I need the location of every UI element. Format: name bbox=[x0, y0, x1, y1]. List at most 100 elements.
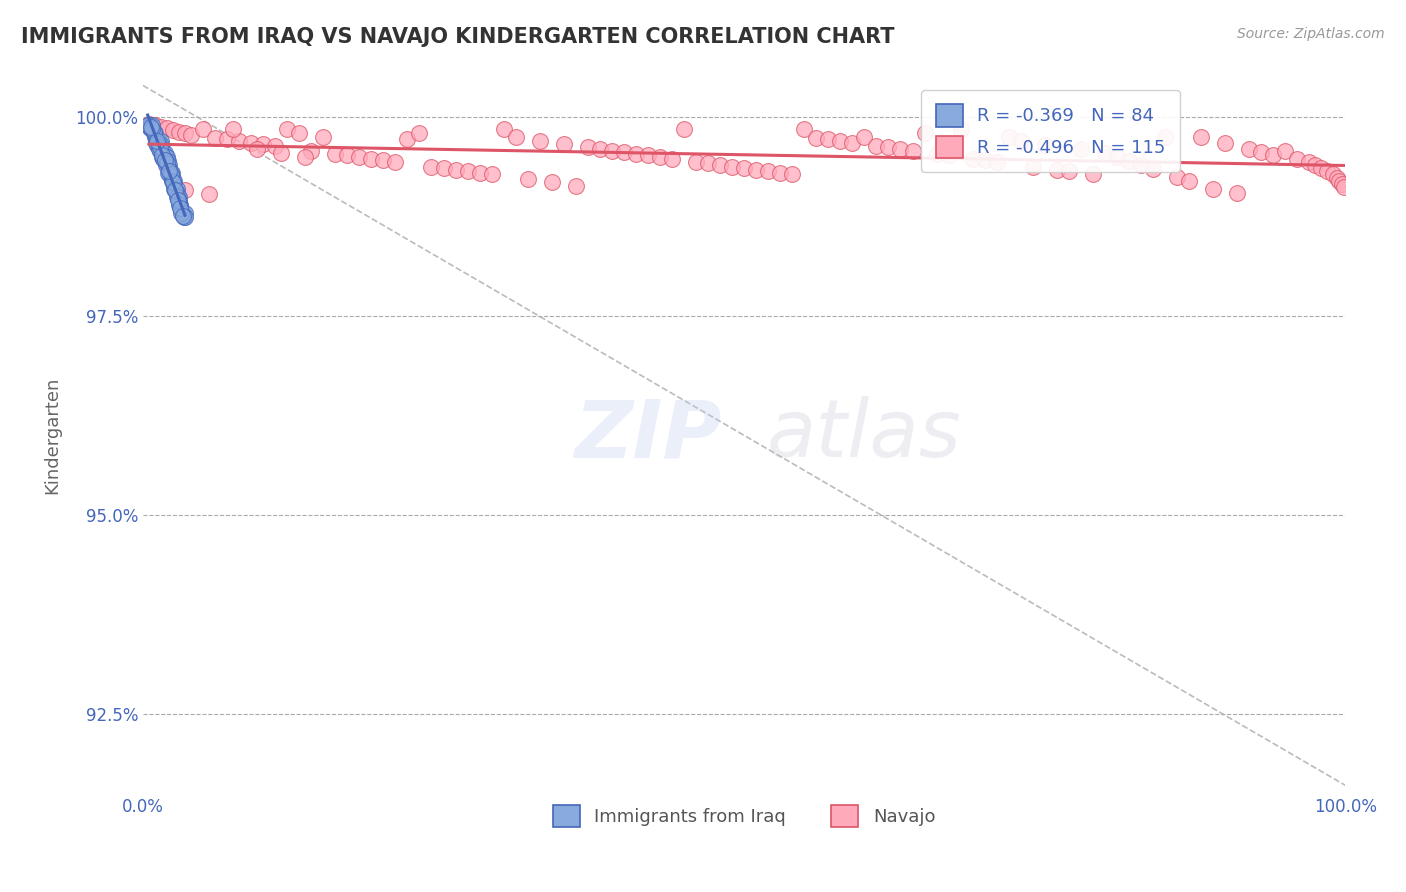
Point bbox=[157, 164, 180, 178]
Point bbox=[865, 139, 887, 153]
Point bbox=[143, 118, 166, 132]
Point bbox=[160, 169, 183, 184]
Point bbox=[817, 132, 839, 146]
Point bbox=[157, 166, 180, 180]
Point bbox=[420, 160, 443, 174]
Point bbox=[174, 183, 197, 197]
Point bbox=[1046, 162, 1069, 177]
Point bbox=[156, 153, 179, 168]
Point bbox=[166, 193, 188, 207]
Point bbox=[143, 130, 166, 145]
Point bbox=[756, 164, 779, 178]
Point bbox=[153, 153, 176, 168]
Point bbox=[1033, 138, 1056, 153]
Point bbox=[198, 186, 221, 201]
Point bbox=[444, 162, 467, 177]
Point bbox=[1274, 144, 1296, 158]
Point bbox=[1213, 136, 1236, 150]
Point bbox=[1010, 134, 1032, 148]
Point bbox=[163, 178, 186, 192]
Point bbox=[215, 132, 238, 146]
Point bbox=[173, 210, 195, 224]
Point bbox=[997, 130, 1019, 145]
Point bbox=[165, 183, 187, 197]
Point bbox=[1326, 170, 1348, 185]
Point bbox=[973, 153, 995, 168]
Point bbox=[159, 168, 181, 182]
Point bbox=[149, 138, 172, 153]
Point bbox=[1330, 177, 1353, 191]
Point bbox=[529, 134, 551, 148]
Point bbox=[492, 122, 515, 136]
Point bbox=[150, 146, 173, 161]
Point bbox=[169, 201, 191, 215]
Point bbox=[373, 153, 395, 168]
Point bbox=[1105, 150, 1128, 164]
Point bbox=[323, 146, 346, 161]
Point bbox=[637, 148, 659, 162]
Point bbox=[149, 134, 172, 148]
Point bbox=[155, 153, 177, 168]
Point bbox=[150, 150, 173, 164]
Text: IMMIGRANTS FROM IRAQ VS NAVAJO KINDERGARTEN CORRELATION CHART: IMMIGRANTS FROM IRAQ VS NAVAJO KINDERGAR… bbox=[21, 27, 894, 46]
Point bbox=[1118, 153, 1140, 168]
Point bbox=[1239, 142, 1261, 156]
Point bbox=[661, 152, 683, 166]
Point bbox=[938, 148, 960, 162]
Legend: Immigrants from Iraq, Navajo: Immigrants from Iraq, Navajo bbox=[546, 798, 942, 834]
Point bbox=[246, 142, 269, 156]
Point bbox=[157, 153, 180, 168]
Point bbox=[1250, 145, 1272, 160]
Point bbox=[673, 122, 696, 136]
Point bbox=[384, 154, 406, 169]
Point bbox=[914, 126, 936, 140]
Point bbox=[468, 166, 491, 180]
Point bbox=[685, 154, 707, 169]
Point bbox=[962, 152, 984, 166]
Point bbox=[276, 122, 298, 136]
Point bbox=[830, 134, 852, 148]
Point bbox=[170, 205, 193, 219]
Point bbox=[877, 140, 900, 154]
Point bbox=[160, 166, 183, 180]
Point bbox=[624, 146, 647, 161]
Point bbox=[136, 118, 159, 132]
Point bbox=[149, 144, 172, 158]
Point bbox=[162, 123, 184, 137]
Point bbox=[901, 144, 924, 158]
Point bbox=[1022, 160, 1045, 174]
Point bbox=[1189, 130, 1212, 145]
Point bbox=[141, 120, 163, 134]
Point bbox=[853, 130, 876, 145]
Point bbox=[1286, 152, 1309, 166]
Point bbox=[432, 161, 454, 175]
Point bbox=[252, 137, 274, 152]
Point bbox=[270, 146, 292, 161]
Point bbox=[589, 142, 612, 156]
Point bbox=[163, 174, 186, 188]
Point bbox=[360, 152, 382, 166]
Point bbox=[721, 160, 744, 174]
Point bbox=[150, 148, 173, 162]
Point bbox=[152, 150, 174, 164]
Point bbox=[156, 121, 179, 136]
Point bbox=[1263, 148, 1285, 162]
Point bbox=[576, 140, 599, 154]
Point bbox=[312, 130, 335, 145]
Point bbox=[141, 118, 163, 132]
Point bbox=[146, 138, 169, 153]
Point bbox=[143, 126, 166, 140]
Point bbox=[600, 144, 623, 158]
Point bbox=[986, 154, 1008, 169]
Point bbox=[228, 134, 250, 148]
Point bbox=[145, 134, 167, 148]
Point bbox=[148, 134, 170, 148]
Point bbox=[149, 120, 172, 134]
Point bbox=[1333, 180, 1355, 194]
Point bbox=[138, 117, 160, 131]
Point bbox=[1202, 182, 1225, 196]
Point bbox=[146, 134, 169, 148]
Point bbox=[157, 161, 180, 176]
Y-axis label: Kindergarten: Kindergarten bbox=[44, 376, 60, 494]
Point bbox=[240, 136, 263, 150]
